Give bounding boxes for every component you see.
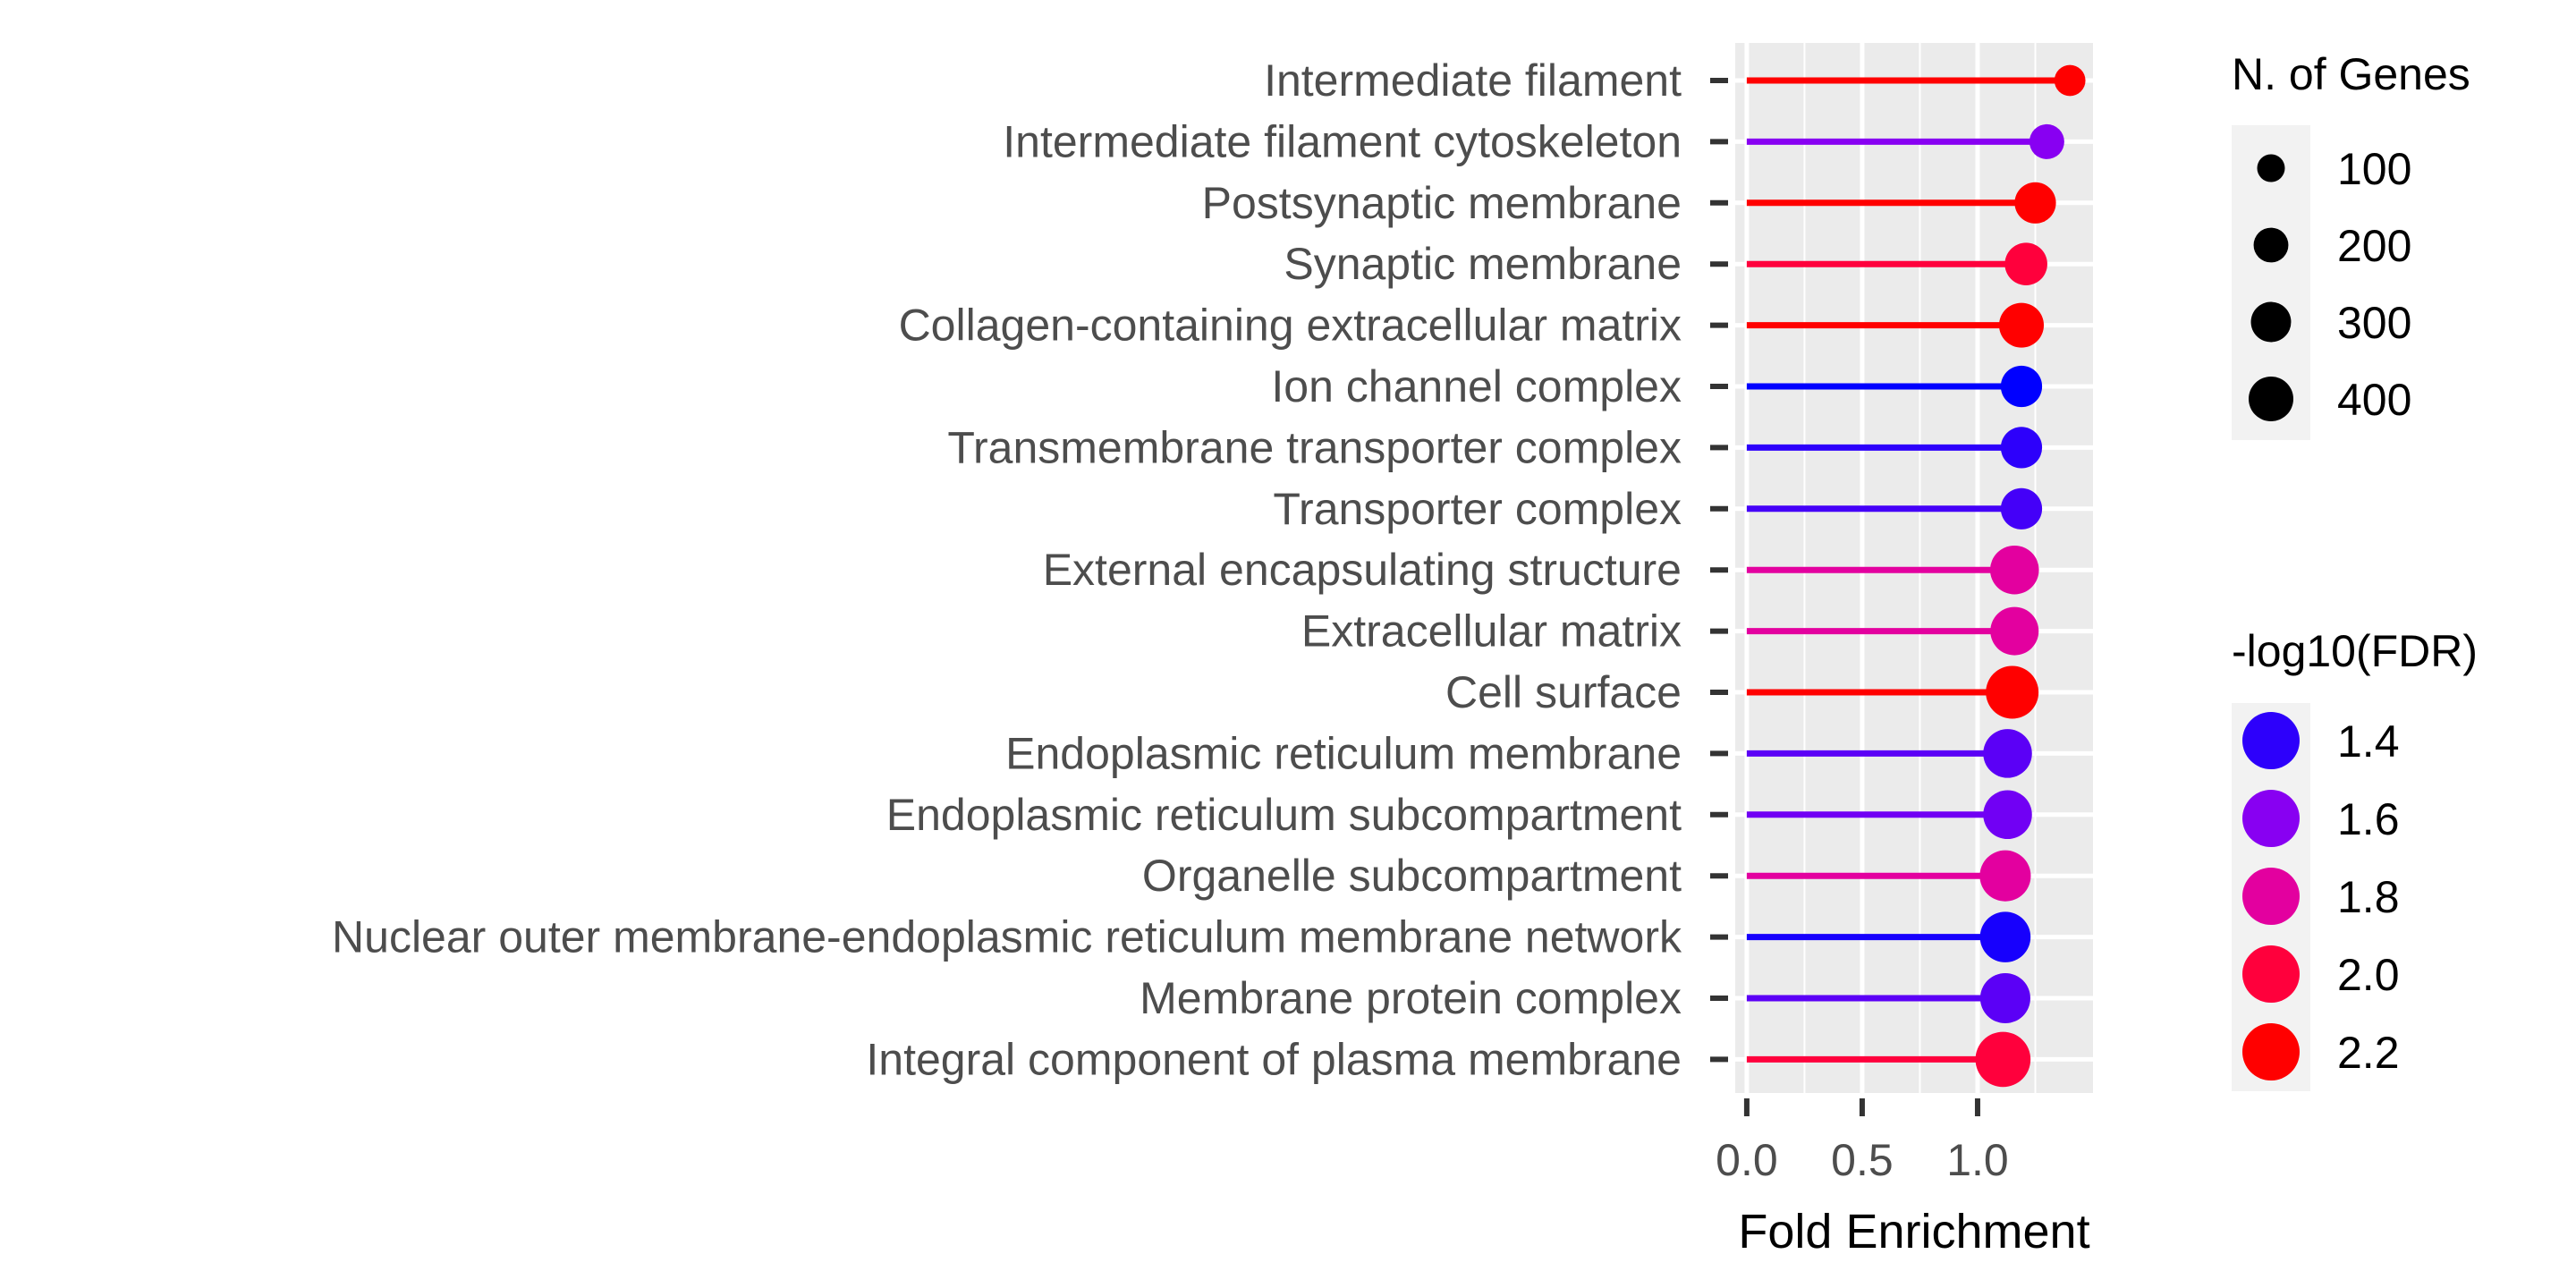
size-legend-label: 300 [2337,298,2411,348]
x-axis-title: Fold Enrichment [1738,1205,2089,1258]
category-label: Intermediate filament [1264,55,1682,106]
category-label: Cell surface [1445,667,1682,717]
color-legend-label: 1.4 [2337,716,2400,767]
color-legend-label: 1.6 [2337,794,2400,844]
color-legend-point [2242,712,2300,769]
category-label: External encapsulating structure [1043,545,1682,595]
color-legend-label: 2.2 [2337,1028,2400,1078]
lollipop-point [2014,182,2056,224]
category-label: Transmembrane transporter complex [947,422,1682,472]
category-label: Endoplasmic reticulum subcompartment [886,790,1682,840]
color-legend-point [2242,945,2300,1003]
lollipop-point [1979,911,2031,962]
lollipop-point [1986,665,2039,719]
lollipop-point [2054,64,2086,97]
lollipop-point [2000,487,2043,530]
category-label: Nuclear outer membrane-endoplasmic retic… [332,912,1682,962]
lollipop-point [1983,729,2032,778]
lollipop-point [1998,302,2045,348]
size-legend-title: N. of Genes [2232,49,2470,99]
lollipop-point [1975,1031,2031,1088]
size-legend-label: 400 [2337,375,2411,425]
color-legend-point [2242,868,2300,925]
x-tick-label: 0.0 [1716,1135,1778,1185]
size-legend-point [2249,377,2293,421]
category-label: Membrane protein complex [1140,973,1682,1023]
lollipop-point [2000,427,2043,469]
lollipop-point [1979,972,2030,1024]
category-label: Transporter complex [1273,484,1682,534]
size-legend-label: 200 [2337,221,2411,271]
category-label: Ion channel complex [1271,361,1682,411]
lollipop-point [1990,545,2039,595]
lollipop-point [1983,790,2032,840]
color-legend-title: -log10(FDR) [2232,626,2478,676]
lollipop-point [2000,365,2043,408]
category-label: Postsynaptic membrane [1202,178,1682,228]
color-legend-point [2242,1023,2300,1080]
size-legend-label: 100 [2337,144,2411,194]
size-legend-point [2250,301,2292,343]
category-label: Integral component of plasma membrane [866,1034,1682,1084]
x-tick-label: 1.0 [1946,1135,2009,1185]
size-legend-point [2253,227,2289,263]
lollipop-point [2029,123,2064,159]
color-legend-point [2242,790,2300,847]
category-label: Collagen-containing extracellular matrix [899,301,1682,351]
category-label: Endoplasmic reticulum membrane [1005,728,1682,778]
category-label: Synaptic membrane [1284,239,1682,289]
color-legend-label: 1.8 [2337,872,2400,922]
category-label: Intermediate filament cytoskeleton [1003,116,1682,166]
lollipop-point [1979,850,2031,902]
color-legend-label: 2.0 [2337,950,2400,1000]
x-tick-label: 0.5 [1831,1135,1894,1185]
lollipop-point [2004,242,2047,285]
size-legend-point [2257,154,2285,182]
category-label: Organelle subcompartment [1142,851,1682,901]
lollipop-point [1990,606,2039,656]
category-label: Extracellular matrix [1301,606,1682,657]
